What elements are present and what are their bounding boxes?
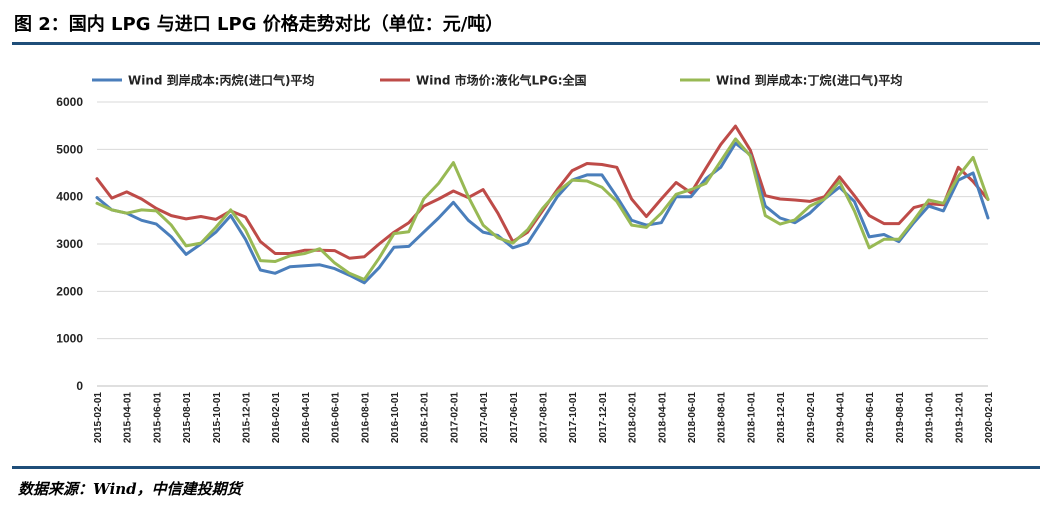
x-tick-label: 2019-10-01 xyxy=(925,392,936,444)
x-tick-label: 2019-02-01 xyxy=(806,392,817,444)
legend-label: Wind 市场价:液化气LPG:全国 xyxy=(416,73,587,88)
series-line-1 xyxy=(95,124,990,260)
y-axis: 0 1000 2000 3000 4000 5000 6000 xyxy=(56,95,83,393)
x-tick-label: 2017-06-01 xyxy=(509,392,520,444)
gridlines xyxy=(97,101,988,340)
legend: Wind 到岸成本:丙烷(进口气)平均 Wind 市场价:液化气LPG:全国 Win… xyxy=(92,73,902,88)
title-rule xyxy=(12,42,1040,45)
x-tick-label: 2015-04-01 xyxy=(123,392,134,444)
y-tick-label: 0 xyxy=(76,379,83,393)
x-tick-label: 2017-12-01 xyxy=(598,392,609,444)
y-tick-label: 5000 xyxy=(56,142,83,156)
x-tick-label: 2018-06-01 xyxy=(687,392,698,444)
x-tick-label: 2015-12-01 xyxy=(242,392,253,444)
x-tick-label: 2018-02-01 xyxy=(628,392,639,444)
x-tick-label: 2017-10-01 xyxy=(568,392,579,444)
series-line-0 xyxy=(95,141,990,285)
x-axis: 2015-02-01 2015-04-01 2015-06-01 2015-08-01… xyxy=(93,385,995,444)
x-tick-label: 2016-12-01 xyxy=(420,392,431,444)
x-tick-label: 2016-10-01 xyxy=(390,392,401,444)
x-tick-label: 2019-04-01 xyxy=(836,392,847,444)
chart-title: 图 2：国内 LPG 与进口 LPG 价格走势对比（单位：元/吨） xyxy=(14,14,504,35)
legend-label: Wind 到岸成本:丙烷(进口气)平均 xyxy=(128,73,314,88)
x-tick-label: 2015-08-01 xyxy=(182,392,193,444)
y-tick-label: 1000 xyxy=(56,332,83,346)
x-tick-label: 2017-08-01 xyxy=(539,392,550,444)
y-tick-label: 2000 xyxy=(56,284,83,298)
x-tick-label: 2019-12-01 xyxy=(954,392,965,444)
x-tick-label: 2016-04-01 xyxy=(301,392,312,444)
x-tick-label: 2018-08-01 xyxy=(717,392,728,444)
y-tick-label: 4000 xyxy=(56,190,83,204)
x-tick-label: 2016-02-01 xyxy=(271,392,282,444)
source-rule xyxy=(12,466,1040,469)
x-tick-label: 2017-04-01 xyxy=(479,392,490,444)
x-tick-label: 2018-12-01 xyxy=(776,392,787,444)
x-tick-label: 2017-02-01 xyxy=(449,392,460,444)
x-tick-label: 2015-06-01 xyxy=(152,392,163,444)
y-tick-label: 3000 xyxy=(56,237,83,251)
x-tick-label: 2019-06-01 xyxy=(865,392,876,444)
series-line-2 xyxy=(95,137,990,281)
y-tick-label: 6000 xyxy=(56,95,83,109)
series-lines xyxy=(95,124,990,285)
x-tick-label: 2015-10-01 xyxy=(212,392,223,444)
source-note: 数据来源：Wind，中信建投期货 xyxy=(18,480,242,498)
x-tick-label: 2016-06-01 xyxy=(331,392,342,444)
x-tick-label: 2020-02-01 xyxy=(984,392,995,444)
x-tick-label: 2019-08-01 xyxy=(895,392,906,444)
legend-label: Wind 到岸成本:丁烷(进口气)平均 xyxy=(716,73,902,88)
x-tick-label: 2016-08-01 xyxy=(360,392,371,444)
x-tick-label: 2018-10-01 xyxy=(746,392,757,444)
x-tick-label: 2015-02-01 xyxy=(93,392,104,444)
x-tick-label: 2018-04-01 xyxy=(657,392,668,444)
